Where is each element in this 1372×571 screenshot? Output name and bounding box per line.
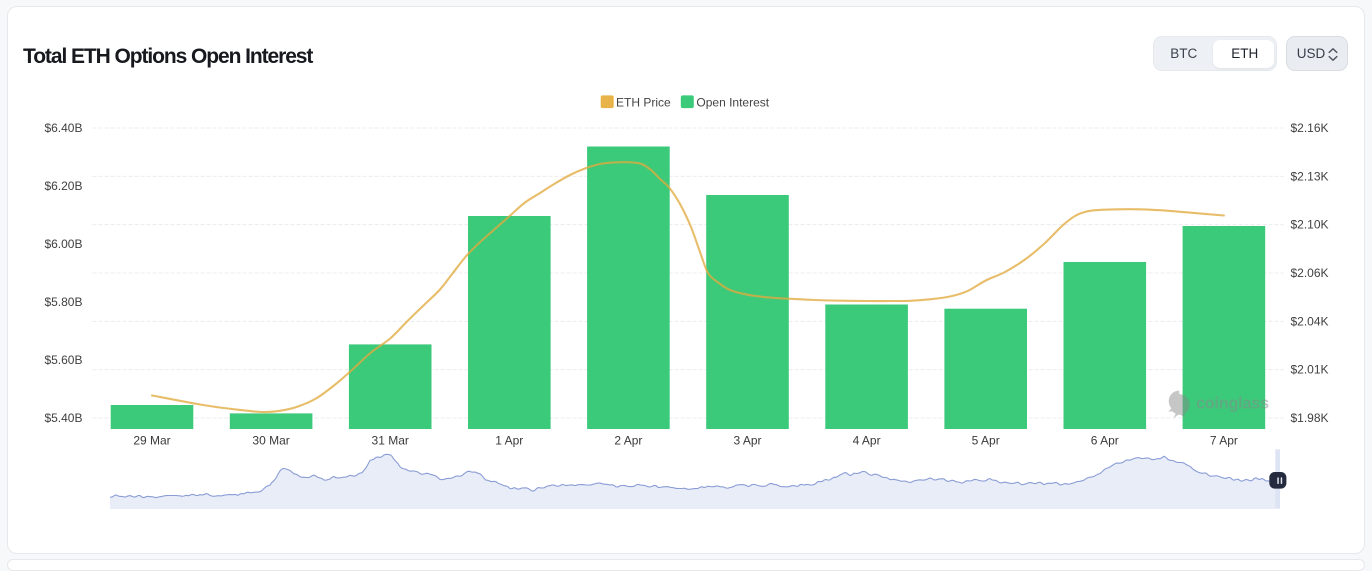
svg-text:$6.20B: $6.20B xyxy=(44,179,82,193)
svg-text:ETH Price: ETH Price xyxy=(616,96,671,110)
svg-text:$2.16K: $2.16K xyxy=(1291,121,1329,135)
svg-text:$5.60B: $5.60B xyxy=(44,353,82,367)
svg-text:$5.80B: $5.80B xyxy=(44,295,82,309)
svg-text:$2.06K: $2.06K xyxy=(1291,266,1329,280)
svg-text:31 Mar: 31 Mar xyxy=(372,434,409,448)
svg-text:$6.40B: $6.40B xyxy=(44,121,82,135)
svg-text:$6.00B: $6.00B xyxy=(44,237,82,251)
svg-text:$2.01K: $2.01K xyxy=(1291,363,1329,377)
svg-text:6 Apr: 6 Apr xyxy=(1091,434,1119,448)
svg-text:$2.10K: $2.10K xyxy=(1291,218,1329,232)
svg-text:2 Apr: 2 Apr xyxy=(614,434,642,448)
svg-text:coinglass: coinglass xyxy=(1196,395,1269,413)
svg-text:$5.40B: $5.40B xyxy=(44,411,82,425)
svg-text:$1.98K: $1.98K xyxy=(1291,411,1329,425)
svg-text:5 Apr: 5 Apr xyxy=(972,434,1000,448)
svg-text:$2.04K: $2.04K xyxy=(1291,314,1329,328)
svg-text:3 Apr: 3 Apr xyxy=(733,434,761,448)
svg-text:7 Apr: 7 Apr xyxy=(1210,434,1238,448)
svg-text:30 Mar: 30 Mar xyxy=(252,434,289,448)
svg-text:$2.13K: $2.13K xyxy=(1291,169,1329,183)
svg-text:29 Mar: 29 Mar xyxy=(133,434,170,448)
svg-text:Open Interest: Open Interest xyxy=(696,96,769,110)
svg-text:1 Apr: 1 Apr xyxy=(495,434,523,448)
svg-text:4 Apr: 4 Apr xyxy=(853,434,881,448)
